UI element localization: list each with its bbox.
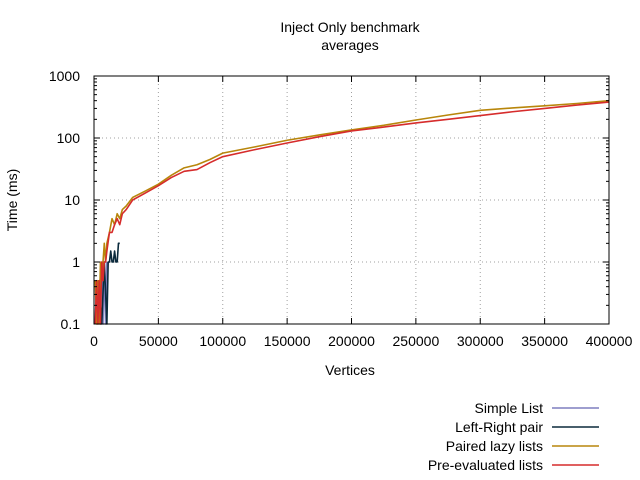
chart-subtitle: averages <box>321 37 379 53</box>
x-tick-label: 150000 <box>264 333 311 349</box>
y-tick-label: 1 <box>72 254 80 270</box>
x-tick-label: 200000 <box>328 333 375 349</box>
y-tick-label: 1000 <box>49 68 80 84</box>
y-tick-label: 100 <box>57 130 81 146</box>
x-tick-label: 400000 <box>586 333 633 349</box>
series-line-left-right-pair <box>95 242 120 325</box>
chart-title: Inject Only benchmark <box>280 19 420 35</box>
series-layer <box>94 99 610 325</box>
series-line-pre-evaluated-lists <box>94 101 610 325</box>
legend: Simple List Left-Right pair Paired lazy li… <box>428 400 599 473</box>
x-tick-label: 300000 <box>457 333 504 349</box>
x-tick-label: 100000 <box>199 333 246 349</box>
x-tick-label: 50000 <box>139 333 178 349</box>
series-line-paired-lazy-lists <box>94 99 610 325</box>
legend-label: Left-Right pair <box>455 419 543 435</box>
x-tick-label: 250000 <box>393 333 440 349</box>
x-tick-label: 0 <box>90 333 98 349</box>
legend-label: Simple List <box>475 400 544 416</box>
x-axis-label: Vertices <box>325 362 375 378</box>
legend-label: Pre-evaluated lists <box>428 457 543 473</box>
axis-layer: 0 50000 100000 150000 200000 250000 300000 3500… <box>49 68 633 349</box>
legend-label: Paired lazy lists <box>446 438 543 454</box>
y-axis-label: Time (ms) <box>4 169 20 231</box>
plot-frame <box>93 75 610 325</box>
x-tick-label: 350000 <box>521 333 568 349</box>
y-tick-label: 0.1 <box>61 316 81 332</box>
grid-layer <box>94 76 609 324</box>
y-tick-label: 10 <box>64 192 80 208</box>
